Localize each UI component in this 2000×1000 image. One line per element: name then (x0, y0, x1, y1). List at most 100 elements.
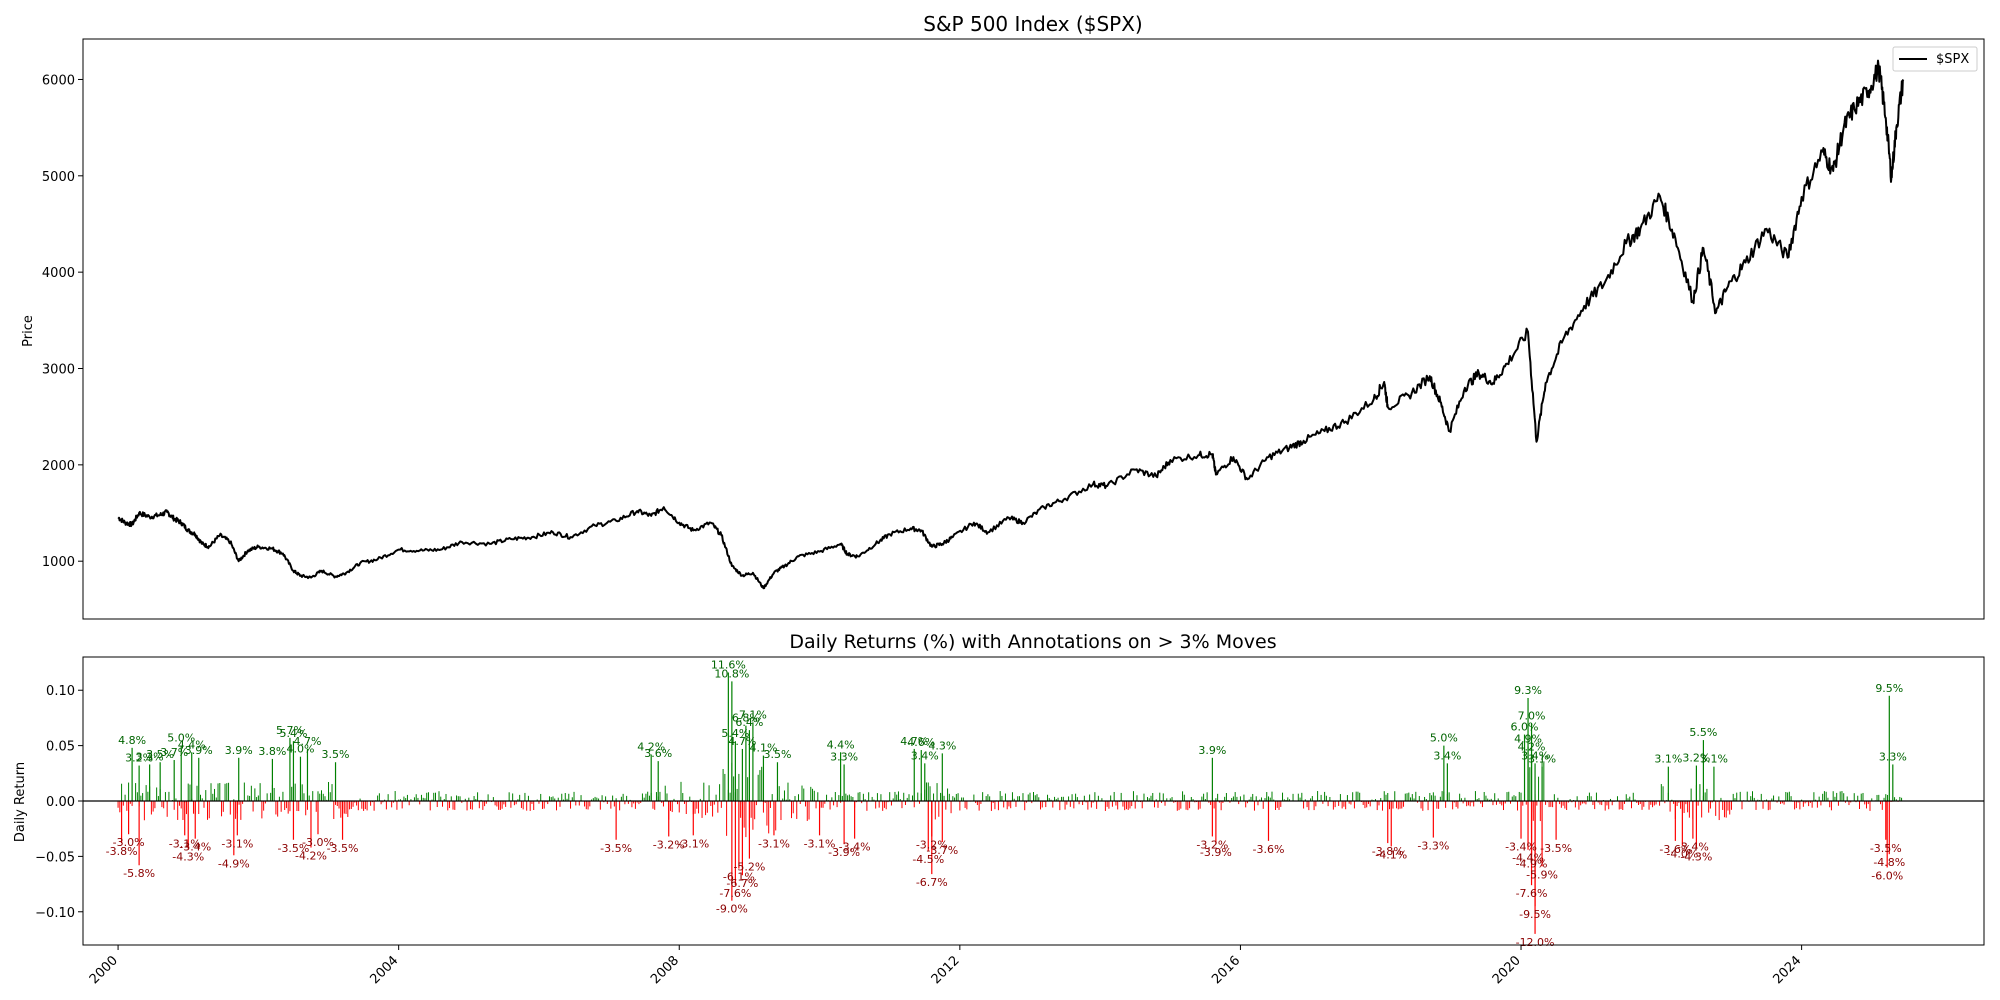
price-y-tick-label: 3000 (42, 363, 75, 378)
move-annotation: -3.2% (1196, 838, 1228, 851)
move-annotation: 9.5% (1875, 682, 1903, 695)
move-annotation: -3.8% (1372, 845, 1404, 858)
move-annotation: 4.4% (827, 738, 855, 751)
move-annotation: 4.8% (118, 734, 146, 747)
move-annotations: -3.8%-3.0%-5.8%4.8%3.2%3.3%3.5%5.0%3.7%-… (106, 659, 1907, 949)
returns-chart-title: Daily Returns (%) with Annotations on > … (789, 631, 1276, 653)
move-annotation: -9.5% (1519, 908, 1551, 921)
move-annotation: 4.3% (928, 739, 956, 752)
move-annotation: 3.2% (1682, 752, 1710, 765)
move-annotation: -3.7% (926, 844, 958, 857)
move-annotation: -5.9% (1526, 868, 1558, 881)
x-tick-label: 2012 (929, 953, 963, 987)
returns-y-tick-label: −0.05 (35, 850, 75, 865)
move-annotation: -6.7% (726, 877, 758, 890)
returns-y-tick-label: 0.05 (46, 740, 75, 755)
move-annotation: 3.3% (1879, 750, 1907, 763)
move-annotation: -6.0% (1871, 869, 1903, 882)
move-annotation: -4.5% (912, 853, 944, 866)
move-annotation: 5.7% (276, 724, 304, 737)
move-annotation: -5.8% (123, 867, 155, 880)
move-annotation: -3.1% (221, 837, 253, 850)
price-y-tick-label: 6000 (42, 73, 75, 88)
move-annotation: -3.5% (1870, 842, 1902, 855)
returns-panel: Daily Returns (%) with Annotations on > … (13, 631, 1985, 987)
move-annotation: -3.1% (169, 837, 201, 850)
move-annotation: -6.1% (723, 871, 755, 884)
move-annotation: 3.1% (1700, 753, 1728, 766)
move-annotation: -4.1% (1375, 848, 1407, 861)
move-annotation: -3.4% (1505, 841, 1537, 854)
x-tick-label: 2016 (1209, 953, 1243, 987)
move-annotation: 11.6% (711, 659, 746, 672)
move-annotation: -3.2% (653, 838, 685, 851)
move-annotation: -3.6% (1253, 843, 1285, 856)
move-annotation: 3.4% (1433, 749, 1461, 762)
move-annotation: 4.7% (293, 735, 321, 748)
move-annotation: 3.5% (763, 748, 791, 761)
returns-y-axis-label: Daily Return (13, 762, 28, 842)
returns-y-tick-label: 0.00 (46, 795, 75, 810)
move-annotation: -3.0% (113, 836, 145, 849)
move-annotation: -6.7% (916, 876, 948, 889)
move-annotation: 5.4% (279, 727, 307, 740)
returns-x-ticks: 2000 2004 2008 2012 2016 2020 2024 (87, 945, 1804, 987)
move-annotation: 3.1% (1528, 753, 1556, 766)
legend-box (1892, 46, 1978, 72)
move-annotation: 3.5% (146, 748, 174, 761)
move-annotation: 3.4% (911, 749, 939, 762)
move-annotation: 4.2% (637, 740, 665, 753)
move-annotation: -7.6% (1516, 887, 1548, 900)
move-annotation: -4.4% (1512, 852, 1544, 865)
move-annotation: -3.4% (839, 841, 871, 854)
move-annotation: -7.6% (719, 887, 751, 900)
move-annotation: -3.5% (327, 842, 359, 855)
move-annotation: 4.9% (1514, 733, 1542, 746)
x-tick-label: 2024 (1770, 953, 1804, 987)
move-annotation: -3.9% (828, 846, 860, 859)
move-annotation: 3.2% (125, 752, 153, 765)
move-annotation: 4.6% (907, 736, 935, 749)
move-annotation: -4.9% (1516, 857, 1548, 870)
move-annotation: 3.1% (1654, 753, 1682, 766)
returns-plot-frame (82, 656, 1985, 946)
move-annotation: -3.0% (302, 836, 334, 849)
x-tick-label: 2004 (367, 953, 401, 987)
move-annotation: 3.4% (1521, 749, 1549, 762)
move-annotation: 3.5% (322, 748, 350, 761)
move-annotation: -3.5% (600, 842, 632, 855)
move-annotation: -9.0% (716, 903, 748, 916)
move-annotation: -3.5% (1540, 842, 1572, 855)
move-annotation: -12.0% (1516, 936, 1555, 949)
price-y-axis-label: Price (21, 315, 36, 347)
move-annotation: -3.2% (916, 838, 948, 851)
move-annotation: -3.3% (1417, 840, 1449, 853)
price-y-tick-label: 2000 (42, 459, 75, 474)
move-annotation: 4.1% (749, 742, 777, 755)
move-annotation: 3.9% (185, 744, 213, 757)
move-annotation: 3.7% (160, 746, 188, 759)
legend: $SPX (1892, 46, 1978, 72)
x-tick-label: 2020 (1490, 953, 1524, 987)
move-annotation: 3.3% (136, 750, 164, 763)
x-tick-label: 2000 (87, 953, 121, 987)
move-annotation: 5.5% (1689, 726, 1717, 739)
move-annotation: 7.1% (739, 708, 767, 721)
move-annotation: -4.2% (295, 850, 327, 863)
move-annotation: 4.4% (178, 738, 206, 751)
move-annotation: -5.2% (733, 861, 765, 874)
spx-price-line (117, 59, 1905, 590)
move-annotation: -4.3% (1680, 851, 1712, 864)
price-chart-title: S&P 500 Index ($SPX) (923, 12, 1142, 36)
move-annotation: -4.3% (172, 851, 204, 864)
price-y-ticks: 1000 2000 3000 4000 5000 6000 (42, 73, 83, 570)
daily-return-bars (117, 672, 1903, 934)
move-annotation: 4.7% (900, 735, 928, 748)
legend-label: $SPX (1936, 52, 1969, 67)
move-annotation: -3.8% (106, 845, 138, 858)
move-annotation: -3.1% (804, 837, 836, 850)
move-annotation: -3.4% (1677, 841, 1709, 854)
move-annotation: 3.3% (830, 750, 858, 763)
price-plot-frame (82, 38, 1985, 620)
